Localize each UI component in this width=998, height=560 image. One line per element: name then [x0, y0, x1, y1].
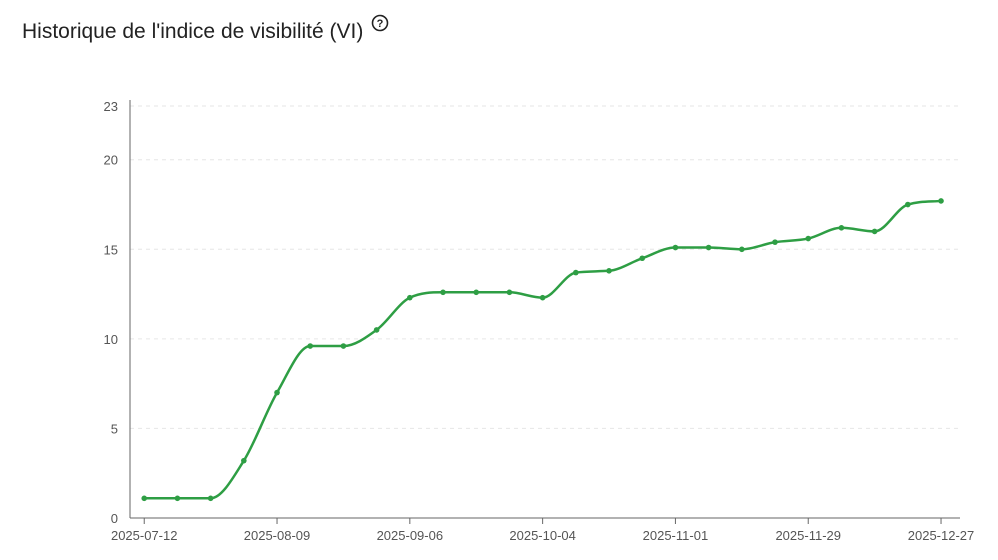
data-point — [241, 457, 247, 464]
data-point — [141, 495, 148, 502]
data-point — [440, 289, 446, 296]
y-tick-label: 15 — [104, 242, 118, 257]
chart-header: Historique de l'indice de visibilité (VI… — [22, 14, 389, 44]
x-tick-label: 2025-11-29 — [775, 528, 841, 543]
data-point — [606, 268, 612, 274]
data-point — [938, 198, 944, 204]
data-point — [539, 294, 546, 301]
data-point — [407, 294, 413, 301]
chart-title: Historique de l'indice de visibilité (VI… — [22, 20, 364, 43]
series-line — [144, 199, 942, 500]
y-tick-label: 5 — [111, 421, 118, 436]
y-tick-label: 23 — [104, 99, 118, 114]
data-point — [772, 239, 778, 245]
data-point — [573, 269, 579, 276]
question-circle-icon[interactable]: ? — [371, 14, 389, 32]
data-point — [905, 201, 911, 208]
data-point — [207, 495, 214, 502]
data-point — [473, 289, 480, 296]
x-tick-label: 2025-08-09 — [244, 528, 311, 543]
data-point — [639, 255, 646, 262]
data-point — [340, 343, 347, 349]
data-point — [373, 327, 380, 333]
x-tick-label: 2025-12-27 — [908, 528, 975, 543]
y-tick-label: 20 — [104, 153, 118, 168]
x-tick-label: 2025-10-04 — [509, 528, 576, 543]
data-point — [805, 235, 812, 242]
data-point — [174, 495, 181, 502]
data-point — [871, 228, 878, 235]
x-tick-label: 2025-09-06 — [377, 528, 444, 543]
data-point — [274, 389, 280, 396]
data-point — [307, 343, 314, 349]
y-tick-label: 0 — [111, 511, 118, 526]
x-tick-label: 2025-11-01 — [643, 528, 709, 543]
svg-text:?: ? — [377, 18, 384, 30]
y-tick-label: 10 — [104, 332, 118, 347]
x-tick-label: 2025-07-12 — [111, 528, 178, 543]
data-point — [672, 244, 679, 251]
data-point — [506, 289, 513, 296]
data-point — [838, 225, 845, 231]
data-point — [739, 246, 745, 253]
data-point — [705, 244, 712, 251]
